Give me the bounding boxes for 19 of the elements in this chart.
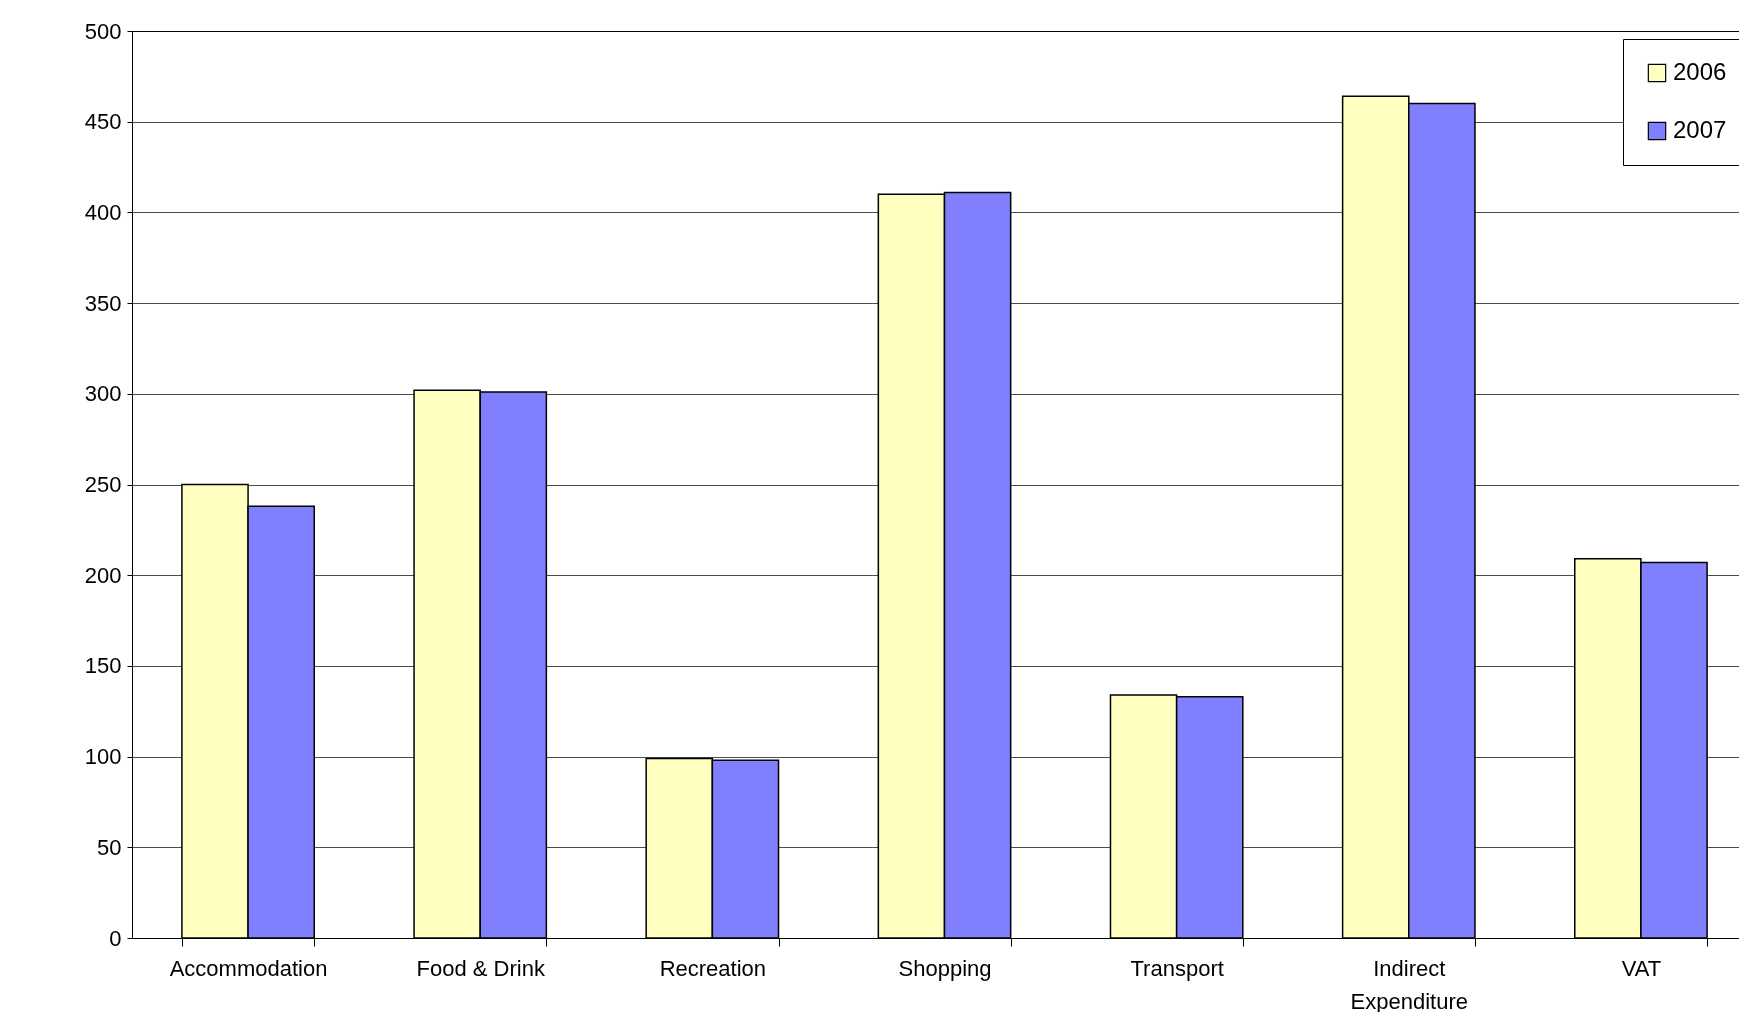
y-tick-label: 450 xyxy=(84,109,122,135)
y-tick-label: 300 xyxy=(84,381,122,407)
y-tick-label: 50 xyxy=(97,834,122,860)
y-tick-label: 0 xyxy=(109,925,122,951)
y-tick-label: 200 xyxy=(84,562,122,588)
x-tick-label: VAT xyxy=(1621,955,1662,981)
x-tick-label: Food & Drink xyxy=(416,955,546,981)
x-tick-label: Accommodation xyxy=(169,955,328,981)
y-tick-label: 500 xyxy=(84,18,122,44)
y-tick-label: 150 xyxy=(84,653,122,679)
y-tick-label: 350 xyxy=(84,290,122,316)
x-tick-label: Shopping xyxy=(898,955,992,981)
x-tick-label: Transport xyxy=(1130,955,1224,981)
y-tick-label: 400 xyxy=(84,199,122,225)
legend-label: 2006 xyxy=(1673,58,1727,85)
y-tick-label: 250 xyxy=(84,472,122,497)
legend-label: 2007 xyxy=(1673,116,1727,143)
x-tick-label: Recreation xyxy=(659,955,767,981)
y-tick-label: 100 xyxy=(84,744,122,770)
